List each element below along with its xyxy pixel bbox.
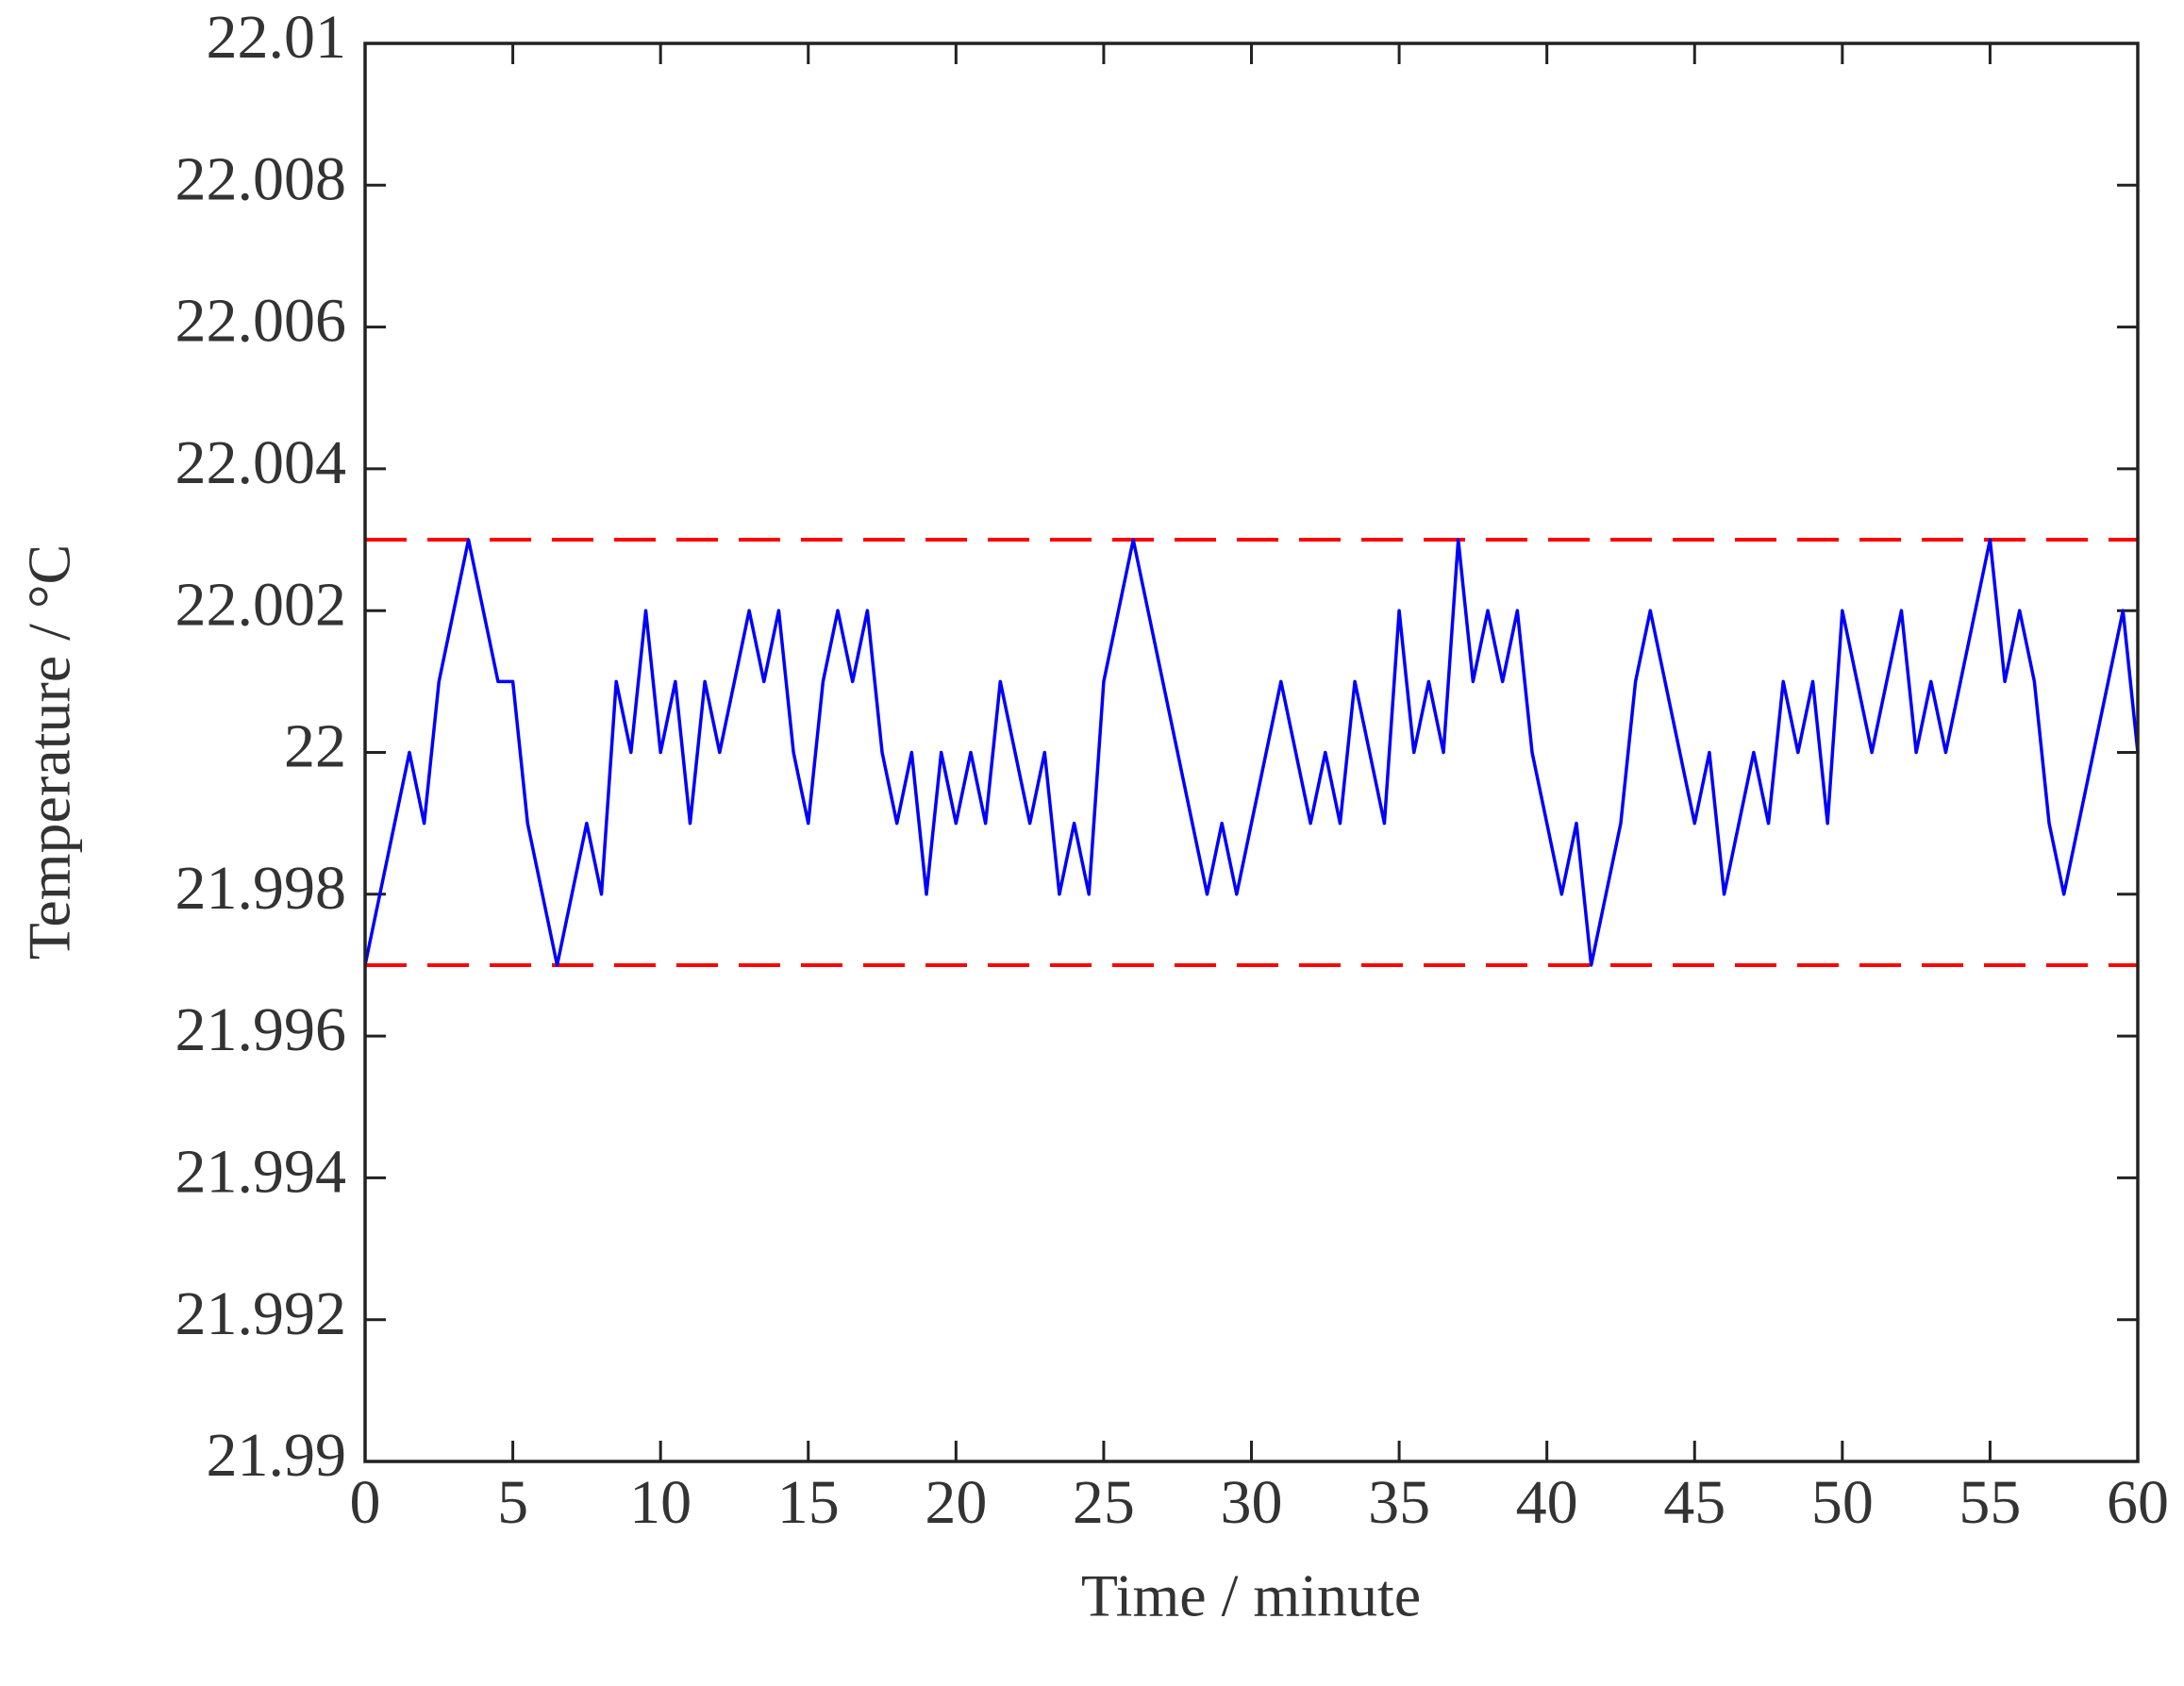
x-tick-label: 50 <box>1811 1468 1874 1537</box>
y-tick-label: 22.006 <box>175 287 347 356</box>
data-line <box>363 538 2140 967</box>
x-tick-label: 35 <box>1368 1468 1430 1537</box>
x-tick-label: 25 <box>1073 1468 1135 1537</box>
y-tick-label: 22.01 <box>207 3 347 72</box>
y-tick-label: 22.004 <box>175 428 347 497</box>
x-tick-label: 30 <box>1221 1468 1283 1537</box>
x-tick-label: 40 <box>1516 1468 1578 1537</box>
y-axis-title: Temperature / °C <box>16 544 83 960</box>
y-tick-label: 21.996 <box>175 995 347 1064</box>
x-tick-label: 0 <box>350 1468 381 1537</box>
x-tick-label: 5 <box>497 1468 528 1537</box>
y-tick-label: 21.998 <box>175 854 347 923</box>
y-tick-label: 21.994 <box>175 1138 347 1207</box>
x-tick-label: 60 <box>2107 1468 2169 1537</box>
x-tick-label: 15 <box>777 1468 840 1537</box>
y-tick-label: 22 <box>284 712 346 781</box>
x-tick-label: 20 <box>925 1468 987 1537</box>
y-tick-label: 22.002 <box>175 570 347 639</box>
x-tick-label: 55 <box>1959 1468 2021 1537</box>
plot-frame <box>363 42 2140 1463</box>
x-axis-title: Time / minute <box>1081 1562 1421 1629</box>
x-tick-label: 45 <box>1663 1468 1726 1537</box>
y-tick-label: 21.99 <box>207 1421 347 1490</box>
y-tick-label: 22.008 <box>175 144 347 213</box>
y-tick-label: 21.992 <box>175 1279 347 1348</box>
x-tick-label: 10 <box>629 1468 692 1537</box>
